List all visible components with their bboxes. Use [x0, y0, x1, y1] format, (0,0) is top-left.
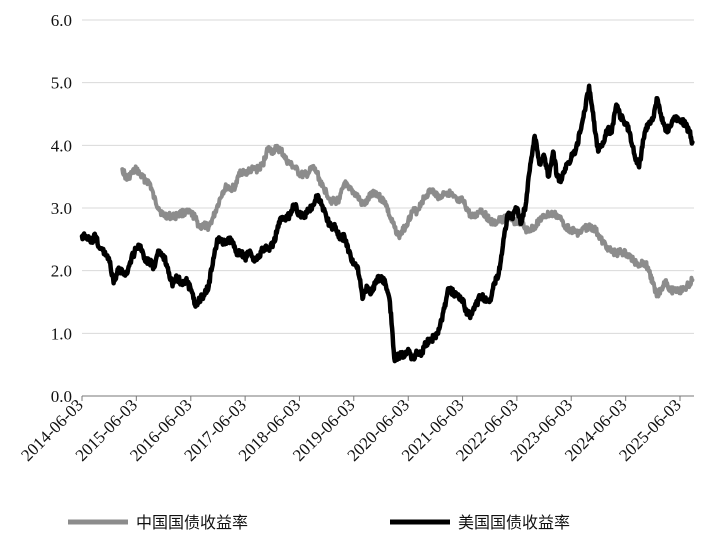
x-axis: 2014-06-032015-06-032016-06-032017-06-03… [17, 395, 685, 465]
y-tick-label: 6.0 [51, 11, 72, 30]
series-lines [79, 83, 695, 364]
series-line-us [79, 83, 695, 364]
legend-label-china: 中国国债收益率 [136, 513, 248, 532]
y-tick-label: 0.0 [51, 387, 72, 406]
legend: 中国国债收益率 美国国债收益率 [68, 513, 570, 532]
y-tick-label: 5.0 [51, 74, 72, 93]
y-tick-label: 3.0 [51, 199, 72, 218]
legend-label-us: 美国国债收益率 [458, 513, 570, 532]
series-line-china [120, 143, 695, 299]
y-tick-label: 4.0 [51, 136, 72, 155]
y-axis: 0.0 1.0 2.0 3.0 4.0 5.0 6.0 [51, 11, 72, 406]
y-tick-label: 2.0 [51, 262, 72, 281]
y-tick-label: 1.0 [51, 324, 72, 343]
